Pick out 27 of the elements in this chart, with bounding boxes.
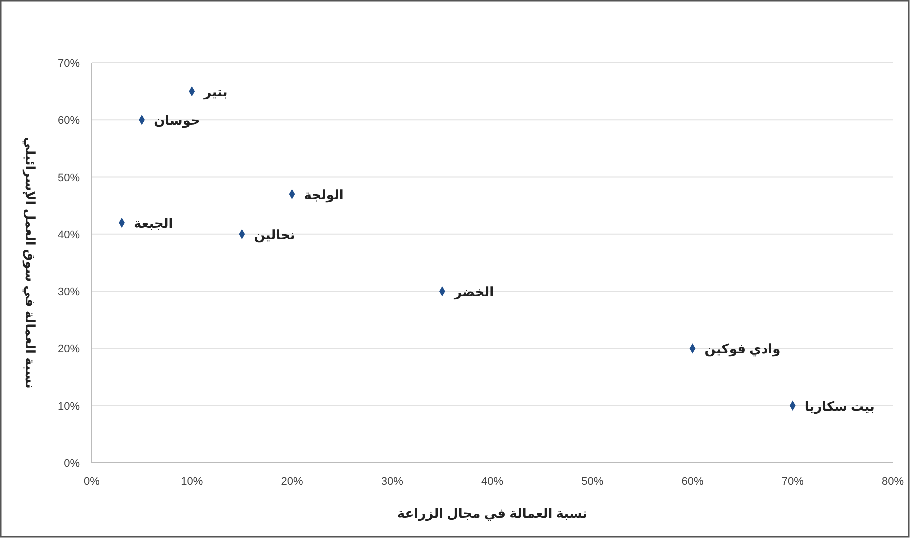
y-tick-label: 50% — [58, 172, 80, 184]
x-tick-label: 70% — [782, 476, 804, 488]
annotation: الخضر — [453, 284, 494, 301]
y-tick-label: 70% — [58, 58, 80, 70]
y-tick-label: 10% — [58, 400, 80, 413]
x-tick-label: 20% — [281, 476, 304, 488]
annotation: نحالين — [254, 227, 296, 244]
y-tick-label: 60% — [58, 115, 80, 128]
annotation: حوسان — [154, 113, 200, 130]
y-tick-label: 20% — [58, 344, 80, 356]
x-tick-label: 80% — [882, 476, 904, 488]
annotation: وادي فوكين — [704, 342, 781, 358]
x-tick-label: 10% — [181, 476, 204, 488]
x-tick-label: 60% — [682, 476, 704, 488]
annotation: بتير — [203, 84, 228, 101]
annotation: بيت سكاريا — [804, 398, 875, 415]
x-axis-title: نسبة العمالة في مجال الزراعة — [397, 506, 588, 522]
annotation: الولجة — [304, 187, 344, 204]
y-tick-label: 0% — [64, 458, 80, 470]
y-axis-title: نسبة العمالة في سوق العمل الإسرائيلي — [22, 137, 38, 389]
y-tick-label: 30% — [58, 286, 80, 299]
x-tick-label: 30% — [381, 476, 404, 488]
annotation: الجبعة — [134, 216, 174, 231]
x-tick-label: 40% — [481, 476, 504, 488]
x-tick-label: 50% — [582, 476, 604, 488]
x-tick-label: 0% — [84, 476, 100, 488]
y-tick-label: 40% — [58, 229, 80, 242]
